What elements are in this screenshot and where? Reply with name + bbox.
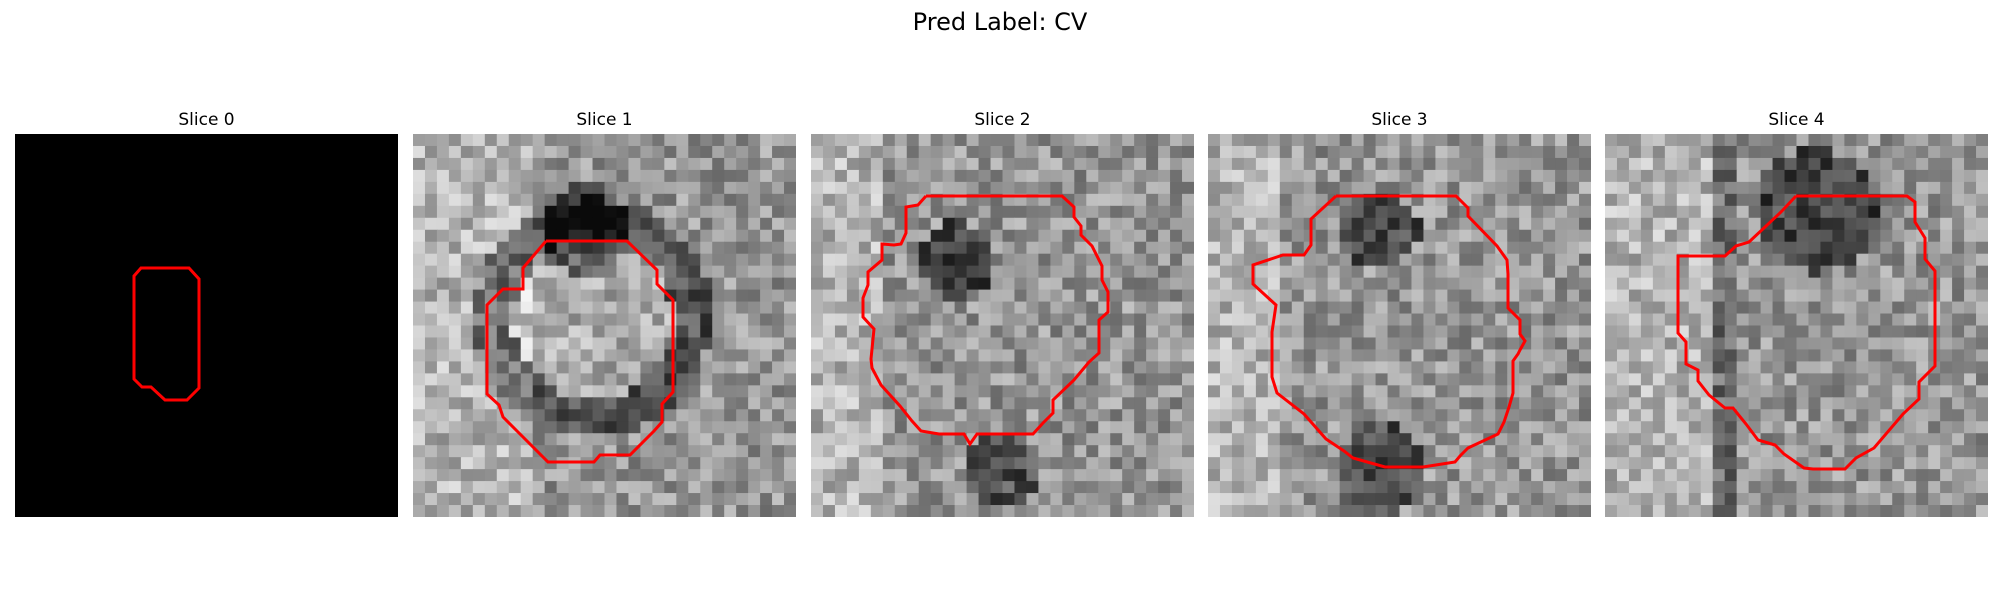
- prediction-contour: [1676, 194, 1937, 471]
- slice-title: Slice 2: [974, 110, 1031, 130]
- figure-title: Pred Label: CV: [912, 8, 1088, 36]
- slice-title: Slice 4: [1768, 110, 1825, 130]
- slice-title: Slice 3: [1371, 110, 1428, 130]
- slice-panel-4: Slice 4: [1605, 108, 1988, 517]
- prediction-contour: [485, 239, 675, 464]
- slice-panel-0: Slice 0: [15, 108, 398, 517]
- slice-title: Slice 1: [576, 110, 633, 130]
- slice-panel-1: Slice 1: [413, 108, 796, 517]
- slice-image: [1208, 134, 1591, 517]
- prediction-contour: [132, 266, 201, 402]
- prediction-contour: [1251, 194, 1527, 469]
- prediction-contour: [861, 194, 1110, 447]
- slice-image: [413, 134, 796, 517]
- slice-image: [811, 134, 1194, 517]
- slice-panel-3: Slice 3: [1208, 108, 1591, 517]
- slice-image: [1605, 134, 1988, 517]
- slice-image: [15, 134, 398, 517]
- image-background: [15, 134, 398, 517]
- slice-panel-2: Slice 2: [811, 108, 1194, 517]
- slice-title: Slice 0: [178, 110, 235, 130]
